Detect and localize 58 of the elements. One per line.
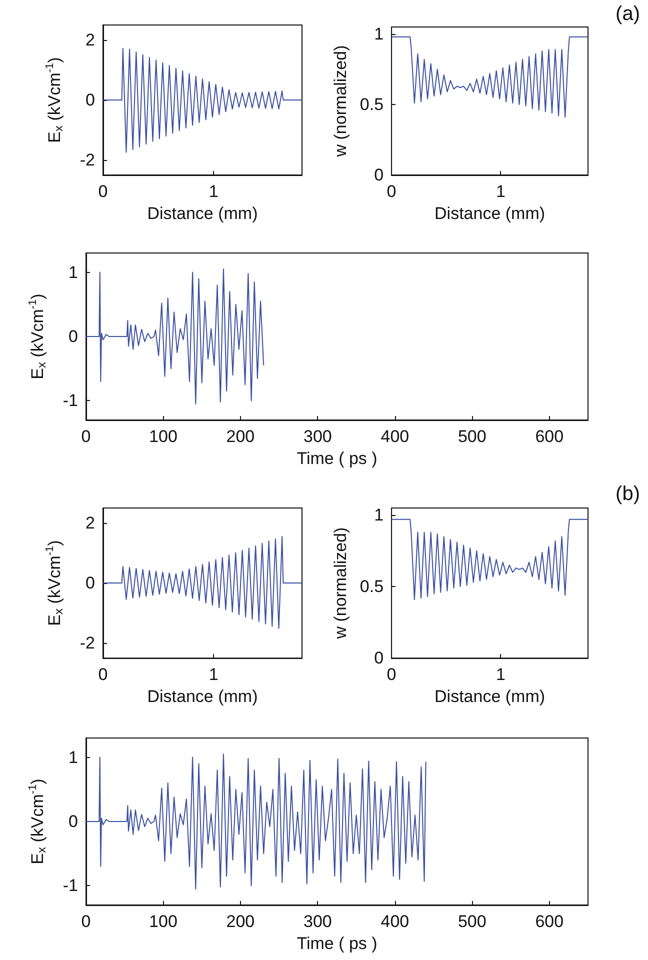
x-tick-label: 0	[386, 665, 396, 684]
x-tick-label: 200	[226, 912, 255, 931]
y-tick-label: -2	[80, 634, 95, 653]
y-tick-label: 1	[374, 24, 384, 44]
y-tick-label: 0	[374, 166, 384, 184]
y-tick-label: 0	[86, 574, 95, 593]
x-tick-label: 100	[149, 427, 178, 446]
x-tick-label: 300	[304, 912, 332, 931]
line-series	[391, 518, 588, 600]
x-tick-label: 1	[496, 665, 506, 684]
y-tick-label: 0	[68, 812, 78, 831]
y-tick-label: 0	[374, 648, 384, 668]
x-tick-label: 600	[535, 912, 564, 931]
x-axis-title: Distance (mm)	[434, 687, 546, 706]
x-tick-label: 0	[386, 182, 396, 201]
x-tick-label: 1	[208, 182, 218, 201]
y-axis-title: Ex (kVcm-1)	[44, 540, 66, 626]
y-axis-title: Ex (kVcm-1)	[44, 57, 66, 143]
x-axis-title: Distance (mm)	[147, 687, 258, 706]
x-tick-label: 100	[149, 912, 178, 931]
x-axis-title: Time ( ps )	[296, 448, 378, 468]
y-tick-label: 1	[68, 262, 78, 282]
x-axis-title: Distance (mm)	[147, 204, 258, 223]
y-tick-label: 1	[68, 748, 78, 767]
line-series	[102, 536, 302, 629]
x-tick-label: 500	[458, 427, 486, 446]
line-series	[391, 36, 588, 118]
line-series	[102, 48, 302, 153]
y-tick-label: -2	[80, 150, 95, 170]
y-axis-title: w (normalized)	[331, 527, 350, 640]
x-axis-title: Time ( ps )	[296, 934, 378, 953]
y-tick-label: 0	[86, 90, 95, 110]
y-tick-label: 1	[374, 506, 384, 525]
x-tick-label: 500	[458, 912, 486, 931]
x-tick-label: 0	[98, 182, 108, 201]
x-tick-label: 0	[98, 665, 108, 684]
y-tick-label: 2	[86, 30, 95, 50]
y-axis-title: Ex (kVcm-1)	[27, 778, 48, 864]
y-tick-label: 0.5	[360, 577, 384, 596]
x-tick-label: 1	[208, 665, 218, 684]
y-tick-label: -1	[62, 391, 78, 410]
x-axis-title: Distance (mm)	[434, 204, 546, 223]
y-tick-label: 2	[86, 514, 95, 533]
x-tick-label: 300	[304, 427, 332, 446]
y-tick-label: -1	[62, 876, 78, 896]
line-series	[86, 754, 426, 890]
x-tick-label: 600	[535, 427, 564, 446]
x-tick-label: 200	[226, 427, 255, 446]
line-series	[86, 268, 264, 404]
x-tick-label: 400	[380, 912, 410, 931]
y-tick-label: 0	[68, 327, 78, 346]
x-tick-label: 400	[380, 427, 410, 446]
text: (a)	[616, 3, 640, 25]
text: (b)	[616, 483, 640, 505]
x-tick-label: 1	[496, 182, 506, 201]
y-axis-title: Ex (kVcm-1)	[27, 294, 48, 380]
y-axis-title: w (normalized)	[331, 45, 350, 158]
y-tick-label: 0.5	[360, 95, 384, 114]
